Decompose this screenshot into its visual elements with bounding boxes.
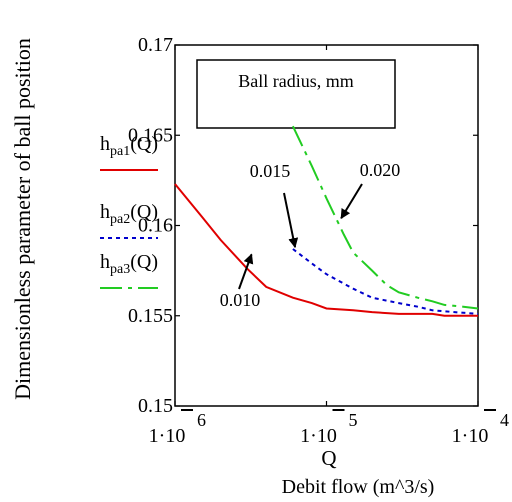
x-axis-label: Q xyxy=(321,446,336,470)
legend-label-pa3: hpa3(Q) xyxy=(100,251,158,277)
annotation-label-2: 0.010 xyxy=(220,290,261,310)
x-tick-label: 1·10 xyxy=(149,425,186,447)
y-axis-label: Dimensionless parameter of ball position xyxy=(10,38,35,400)
x-tick-exponent: 4 xyxy=(500,410,509,430)
y-tick-label: 0.15 xyxy=(138,395,173,417)
x-tick-label: 1·10 xyxy=(300,425,337,447)
x-axis-label-secondary: Debit flow (m^3/s) xyxy=(282,476,435,498)
series-line-pa1 xyxy=(174,183,478,317)
annotation-arrow-2 xyxy=(238,253,254,290)
annotation-label-1: 0.020 xyxy=(360,160,401,180)
legend-box-text: Ball radius, mm xyxy=(238,71,354,91)
y-tick-label: 0.165 xyxy=(128,124,173,146)
x-tick-exponent: 5 xyxy=(349,410,358,430)
series-line-pa2 xyxy=(292,248,479,315)
y-tick-label: 0.155 xyxy=(128,305,173,327)
annotation-arrow-0 xyxy=(283,192,299,249)
y-tick-label: 0.16 xyxy=(138,215,173,237)
annotation-label-0: 0.015 xyxy=(250,161,291,181)
annotation-arrow-1 xyxy=(340,183,363,220)
legend-label-pa2: hpa2(Q) xyxy=(100,201,158,227)
y-tick-label: 0.17 xyxy=(138,34,173,56)
legend-box xyxy=(196,59,396,129)
x-tick-label: 1·10 xyxy=(452,425,489,447)
legend-label-pa1: hpa1(Q) xyxy=(100,133,158,159)
x-tick-exponent: 6 xyxy=(197,410,206,430)
series-line-pa3 xyxy=(291,125,479,310)
